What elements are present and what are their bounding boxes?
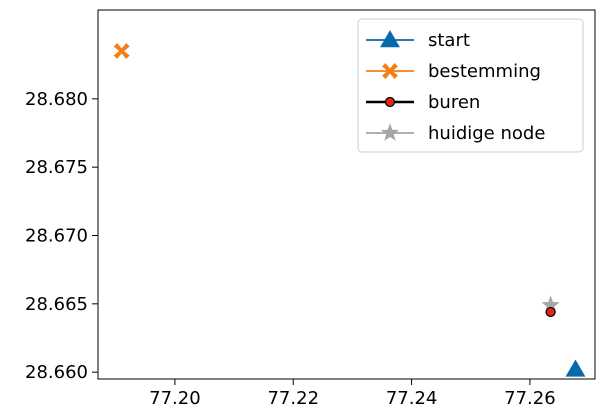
legend-label-buren: buren	[428, 92, 480, 113]
start-point	[565, 359, 586, 377]
x-axis: 77.20 77.22 77.24 77.26	[149, 379, 556, 409]
data-marks	[113, 43, 586, 377]
legend-label-start: start	[428, 30, 470, 51]
y-tick-label: 28.660	[25, 362, 88, 383]
x-tick-label: 77.20	[149, 388, 201, 409]
legend-marker-buren	[384, 96, 396, 108]
bestemming-point	[113, 43, 130, 59]
y-tick-label: 28.670	[25, 226, 88, 247]
legend: start bestemming buren huidige node	[357, 18, 584, 153]
x-tick-label: 77.24	[386, 388, 438, 409]
y-axis: 28.660 28.665 28.670 28.675 28.680	[25, 89, 98, 383]
x-tick-label: 77.26	[504, 388, 556, 409]
buren-point	[545, 306, 556, 318]
legend-marker-bestemming	[382, 63, 398, 79]
y-tick-label: 28.665	[25, 294, 88, 315]
y-tick-label: 28.675	[25, 157, 88, 178]
x-tick-label: 77.22	[267, 388, 319, 409]
legend-marker-start	[380, 30, 400, 48]
plot-frame	[97, 9, 596, 380]
legend-label-huidige-node: huidige node	[428, 123, 545, 144]
huidige-node-point	[541, 295, 560, 313]
legend-label-bestemming: bestemming	[428, 61, 541, 82]
legend-box	[357, 18, 584, 153]
legend-marker-huidige-node	[380, 123, 400, 141]
y-tick-label: 28.680	[25, 89, 88, 110]
